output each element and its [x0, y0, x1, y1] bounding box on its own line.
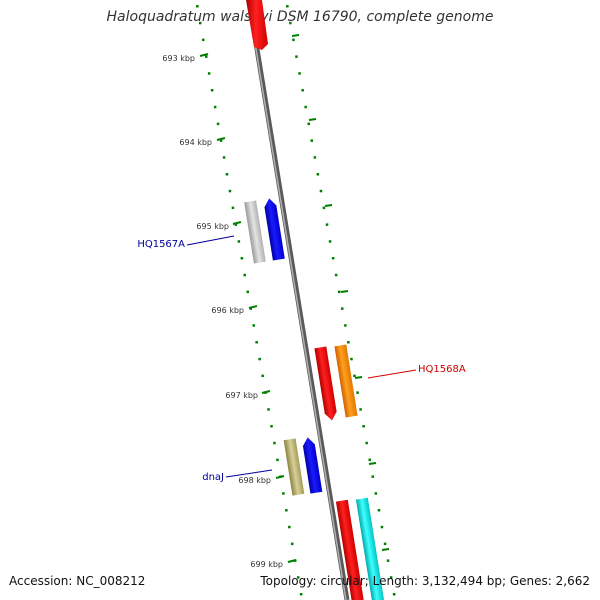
ruler-dot [338, 290, 341, 294]
ruler-dot [350, 357, 353, 361]
ruler-dot [374, 492, 378, 495]
label-leader-dnaj [225, 469, 273, 478]
label-leader-hq1568a [367, 369, 417, 379]
ruler-dot [246, 290, 249, 294]
ruler-dot [307, 122, 310, 126]
ruler-dot [231, 206, 235, 210]
gene-red-reverse [314, 346, 337, 421]
ruler-dot [325, 223, 329, 226]
ruler-dot [371, 475, 374, 478]
ruler-dot [310, 139, 313, 142]
tick-label: 694 kbp [179, 138, 212, 147]
ruler-major-ticks [199, 34, 390, 563]
gene-hq1567a-grey [244, 200, 266, 264]
label-leader-hq1567a [186, 235, 235, 246]
ruler-dot [380, 525, 384, 529]
map-title: Haloquadratum walsbyi DSM 16790, complet… [106, 9, 494, 25]
ruler-dot [288, 525, 291, 529]
accession-text: Accession: NC_008212 [9, 574, 146, 588]
tick-label: 696 kbp [211, 306, 244, 315]
ruler-dot [334, 273, 338, 277]
gene-blue-forward-2 [302, 437, 323, 494]
ruler-dot [392, 593, 396, 596]
topology-text: Topology: circular; Length: 3,132,494 bp… [260, 574, 590, 588]
ruler-dot [205, 55, 208, 58]
ruler-dot [285, 509, 288, 512]
ruler-dot [298, 72, 301, 75]
ruler-dot [267, 408, 270, 411]
ruler-dot [377, 509, 381, 512]
ruler-dot [328, 240, 332, 243]
tick-label: 699 kbp [250, 560, 283, 569]
ruler-dot [347, 341, 350, 344]
ruler-dot [255, 341, 258, 344]
ruler-dot [299, 593, 303, 596]
ruler-dot [216, 122, 220, 126]
gene-hq1568a-orange [334, 344, 358, 418]
ruler-dot [356, 391, 359, 394]
ruler-dot [249, 307, 252, 310]
ruler-dot [313, 156, 317, 159]
ruler-dot [341, 307, 344, 310]
ruler-dot [297, 576, 300, 579]
ruler-dot [213, 105, 217, 109]
ruler-dot [359, 408, 362, 411]
ruler-dot [234, 223, 238, 226]
tick-label: 697 kbp [225, 391, 258, 400]
gene-label-dnaj: dnaJ [202, 472, 224, 483]
genome-backbone [246, 0, 350, 600]
gene-top-red [246, 0, 268, 50]
gene-label-hq1567a: HQ1567A [137, 239, 185, 250]
ruler-dot [316, 173, 320, 176]
ruler-dot [196, 5, 199, 8]
tick-label: 698 kbp [238, 476, 271, 485]
ruler-dot [331, 257, 335, 260]
ruler-dot [207, 72, 211, 75]
ruler-dot [389, 576, 393, 579]
gene-bottom-cyan [355, 497, 385, 600]
ruler-dot [228, 189, 232, 193]
gene-label-hq1568a: HQ1568A [418, 364, 466, 375]
ruler-dot [237, 240, 241, 243]
ruler-dot [219, 139, 223, 142]
ruler-dot [225, 173, 229, 176]
ruler-dot [273, 441, 276, 445]
ruler-dot [344, 324, 347, 327]
ruler-dot [276, 458, 279, 462]
ruler-dot [270, 425, 273, 428]
ruler-dot [368, 458, 371, 462]
ruler-dot [353, 374, 356, 378]
ruler-dot [365, 441, 368, 445]
gene-bottom-red [335, 499, 365, 600]
ruler-dot [210, 89, 214, 92]
ruler-dot [386, 559, 390, 562]
ruler-dot [304, 105, 307, 109]
ruler-dot [322, 206, 326, 210]
ruler-dot [301, 89, 304, 92]
ruler-dot [202, 38, 205, 42]
tick-label: 695 kbp [196, 222, 229, 231]
ruler-dot [289, 21, 292, 25]
ruler-dot [252, 324, 255, 327]
ruler-dot [222, 156, 226, 159]
ruler-dot [243, 273, 246, 277]
ruler-dot [282, 492, 285, 495]
ruler-tick-labels: 693 kbp 694 kbp 695 kbp 696 kbp 697 kbp … [162, 54, 283, 569]
ruler-dot [199, 21, 202, 25]
ruler-dot [362, 425, 365, 428]
ruler-dot [319, 189, 323, 193]
ruler-dot [261, 374, 264, 378]
ruler-dot [286, 5, 289, 8]
ruler-dot [240, 257, 244, 260]
ruler-dot [383, 542, 387, 546]
tick-label: 693 kbp [162, 54, 195, 63]
ruler-dot [258, 357, 261, 361]
gene-blue-forward [264, 198, 285, 261]
gene-dnaj-olive [283, 438, 305, 496]
ruler-dot [292, 38, 295, 42]
ruler-dot [291, 542, 294, 546]
ruler-dot [295, 55, 298, 58]
